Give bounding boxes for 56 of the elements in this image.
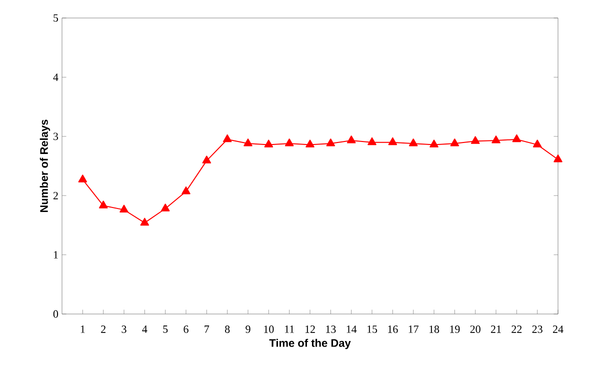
point	[470, 136, 480, 144]
x-tick-label: 11	[285, 326, 294, 333]
point	[78, 174, 88, 182]
x-tick-label: 20	[470, 326, 480, 333]
point	[554, 154, 562, 162]
x-tick-label: 16	[388, 326, 398, 333]
x-axis-title: Time of the Day	[269, 338, 351, 350]
x-tick-label: 6	[184, 326, 188, 333]
x-tick-label: 19	[450, 326, 460, 333]
point	[284, 138, 294, 146]
y-tick-label: 0	[53, 310, 58, 318]
x-tick-label: 22	[512, 326, 522, 333]
point	[430, 140, 438, 148]
point	[512, 134, 522, 142]
point	[182, 186, 190, 194]
x-tick-label: 7	[204, 326, 210, 333]
x-tick-label: 21	[490, 326, 501, 333]
y-axis-title: Number of Relays	[40, 120, 50, 212]
x-tick-label: 5	[163, 326, 168, 333]
y-tick-label: 1	[54, 251, 58, 258]
point	[160, 204, 170, 212]
x-tick-label: 8	[225, 326, 230, 333]
point	[306, 140, 314, 148]
x-tick-label: 13	[326, 326, 336, 333]
point	[450, 138, 460, 146]
x-tick-label: 15	[367, 326, 378, 333]
x-tick-label: 10	[264, 326, 274, 333]
point	[264, 140, 274, 148]
y-tick-label: 2	[53, 192, 58, 200]
point	[120, 204, 128, 213]
point	[346, 136, 356, 144]
x-tick-label: 4	[142, 326, 148, 333]
point	[408, 138, 418, 146]
x-tick-label: 24	[552, 326, 564, 333]
point	[326, 138, 336, 146]
point	[202, 156, 212, 164]
point	[388, 137, 398, 146]
x-tick-label: 18	[429, 326, 440, 333]
x-tick-label: 9	[246, 326, 250, 333]
y-tick-label: 4	[53, 74, 58, 81]
point	[492, 136, 500, 144]
x-tick-label: 3	[122, 326, 126, 333]
y-tick-label: 3	[54, 132, 58, 140]
x-tick-label: 23	[532, 326, 542, 333]
x-tick-label: 17	[408, 326, 419, 333]
point	[222, 134, 232, 142]
point	[532, 140, 542, 148]
point	[140, 218, 150, 226]
x-tick-label: 1	[80, 326, 85, 333]
x-tick-label: 14	[346, 326, 357, 333]
x-tick-label: 2	[101, 326, 106, 333]
point	[368, 137, 376, 146]
y-tick-label: 5	[54, 14, 58, 22]
point	[98, 200, 108, 208]
point	[244, 138, 252, 146]
x-tick-label: 12	[305, 326, 315, 333]
